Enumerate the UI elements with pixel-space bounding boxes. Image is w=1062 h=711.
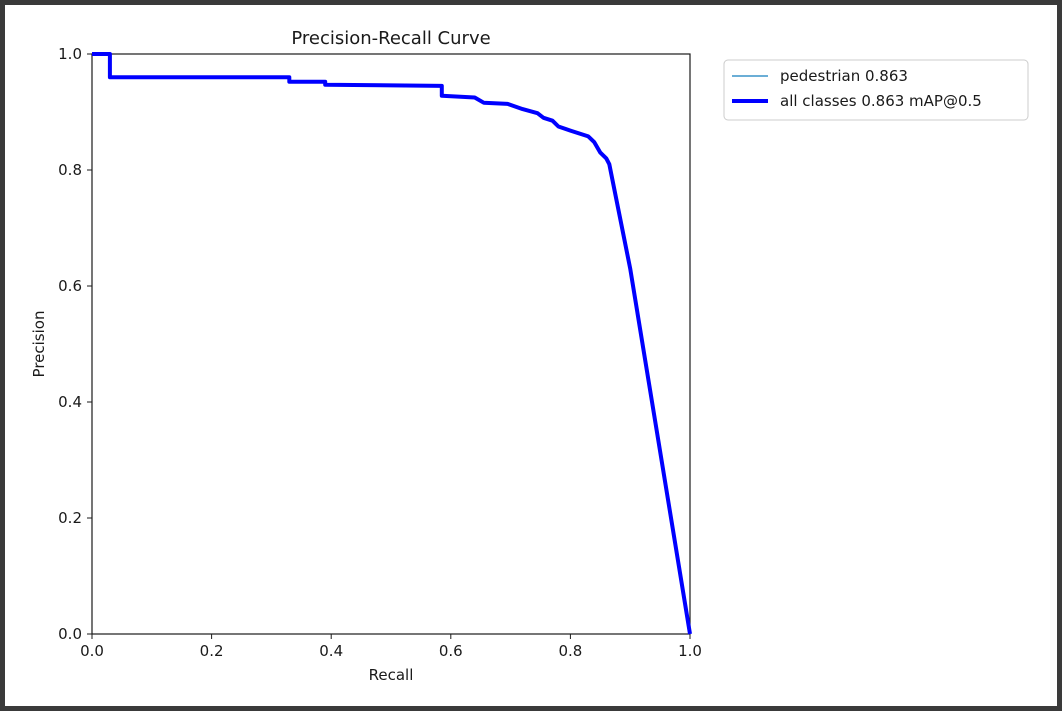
series-line-all-classes xyxy=(92,52,692,635)
y-tick-label: 0.6 xyxy=(58,277,82,295)
plot-area xyxy=(91,53,691,635)
legend-box xyxy=(723,59,1029,121)
x-tick-label: 0.6 xyxy=(439,642,463,660)
x-tick-label: 0.4 xyxy=(319,642,343,660)
legend-label-all-classes: all classes 0.863 mAP@0.5 xyxy=(780,92,982,110)
y-axis-ticks: 0.0 0.2 0.4 0.6 0.8 1.0 xyxy=(58,45,92,643)
x-axis-ticks: 0.0 0.2 0.4 0.6 0.8 1.0 xyxy=(80,634,702,660)
y-tick-label: 0.2 xyxy=(58,509,82,527)
y-tick-label: 0.4 xyxy=(58,393,82,411)
legend-label-pedestrian: pedestrian 0.863 xyxy=(780,67,908,85)
y-tick-label: 0.8 xyxy=(58,161,82,179)
y-tick-label: 0.0 xyxy=(58,625,82,643)
series-group xyxy=(92,52,692,635)
chart-title: Precision-Recall Curve xyxy=(291,28,490,49)
y-tick-label: 1.0 xyxy=(58,45,82,63)
x-tick-label: 0.2 xyxy=(200,642,224,660)
x-tick-label: 0.8 xyxy=(558,642,582,660)
x-axis-label: Recall xyxy=(369,666,414,684)
y-axis-label: Precision xyxy=(30,311,48,378)
legend: pedestrian 0.863 all classes 0.863 mAP@0… xyxy=(723,59,1029,121)
x-tick-label: 1.0 xyxy=(678,642,702,660)
x-tick-label: 0.0 xyxy=(80,642,104,660)
